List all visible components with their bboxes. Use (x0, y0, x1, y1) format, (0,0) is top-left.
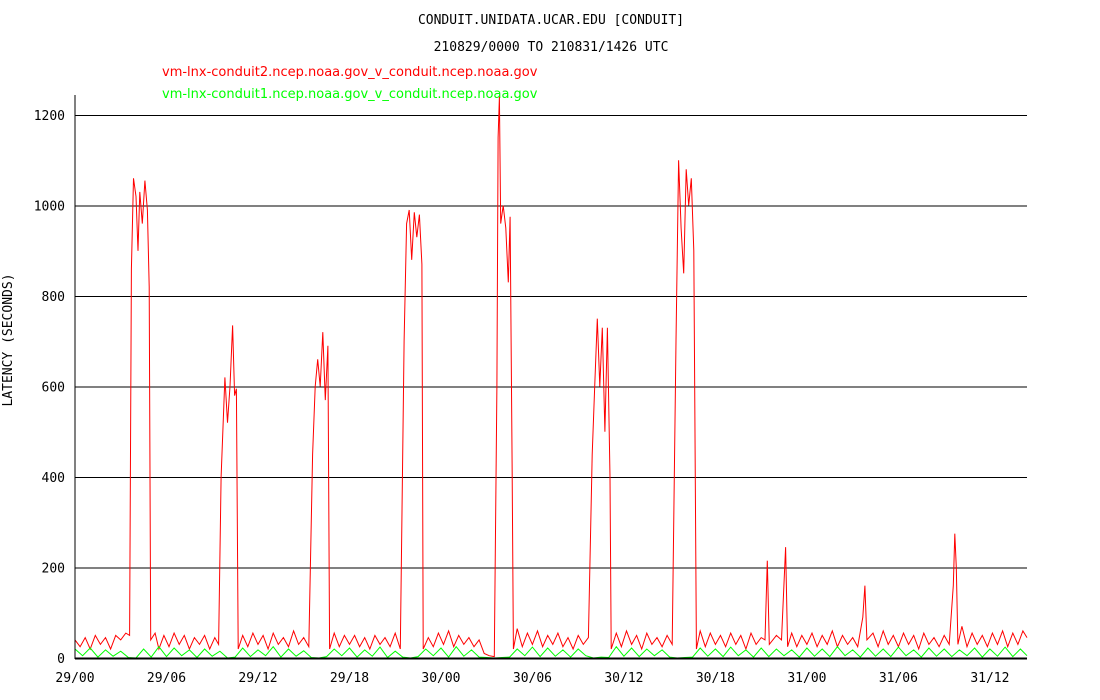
y-tick-label: 800 (42, 290, 65, 305)
x-tick-label: 30/00 (421, 671, 460, 686)
x-tick-label: 29/06 (147, 671, 186, 686)
y-tick-label: 1200 (34, 109, 65, 124)
x-tick-label: 30/06 (513, 671, 552, 686)
x-tick-label: 31/06 (879, 671, 918, 686)
y-tick-label: 0 (57, 652, 65, 667)
y-tick-label: 200 (42, 562, 65, 577)
x-tick-label: 31/12 (970, 671, 1009, 686)
series-line-1 (74, 96, 1028, 658)
x-tick-label: 29/00 (55, 671, 94, 686)
chart-title: CONDUIT.UNIDATA.UCAR.EDU [CONDUIT] (418, 13, 684, 28)
y-tick-label: 1000 (34, 200, 65, 215)
x-tick-label: 29/12 (238, 671, 277, 686)
y-tick-label: 400 (42, 471, 65, 486)
x-tick-label: 30/18 (696, 671, 735, 686)
series-line-2 (74, 645, 1028, 659)
x-tick-label: 30/12 (604, 671, 643, 686)
x-tick-label: 31/00 (787, 671, 826, 686)
legend-series-2: vm-lnx-conduit1.ncep.noaa.gov_v_conduit.… (162, 87, 538, 102)
y-tick-label: 600 (42, 381, 65, 396)
x-tick-label: 29/18 (330, 671, 369, 686)
y-axis-label: LATENCY (SECONDS) (1, 273, 16, 406)
legend-series-1: vm-lnx-conduit2.ncep.noaa.gov_v_conduit.… (162, 65, 538, 80)
chart-subtitle: 210829/0000 TO 210831/1426 UTC (434, 40, 669, 55)
